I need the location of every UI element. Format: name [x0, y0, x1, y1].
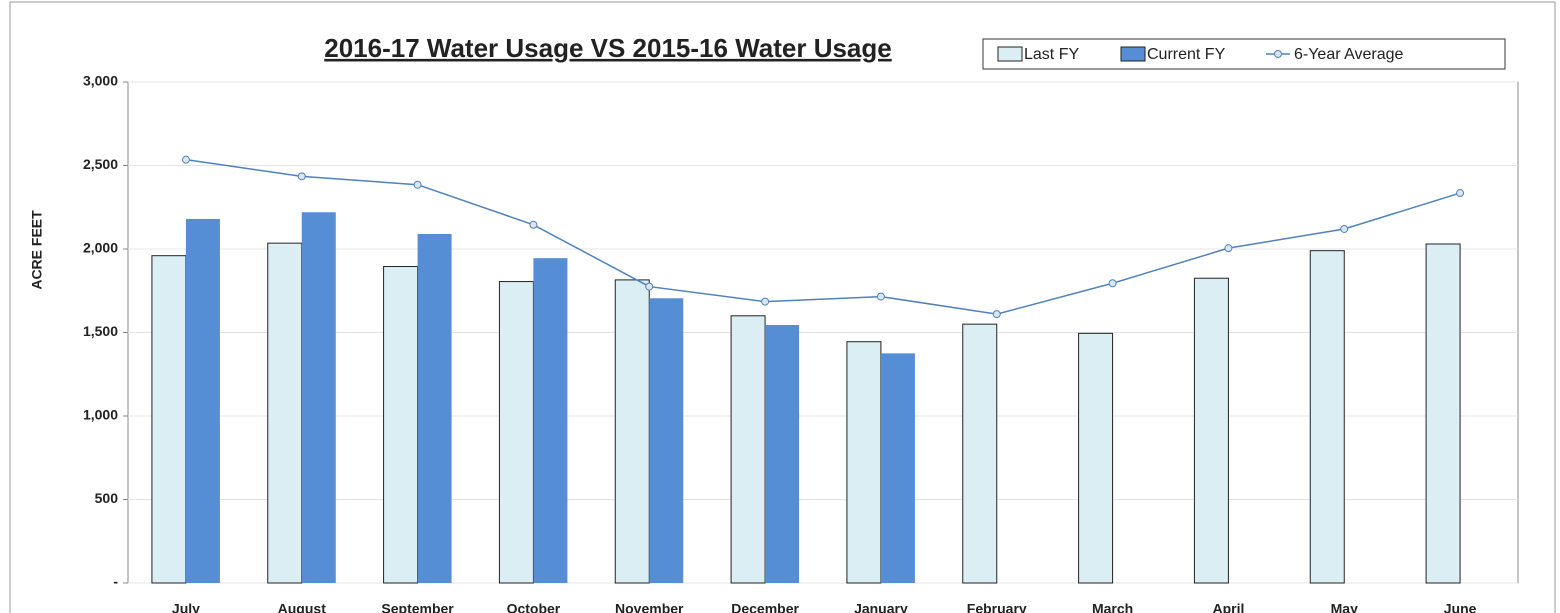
marker [645, 282, 654, 291]
bar [267, 242, 303, 584]
bar [962, 323, 998, 584]
bar [846, 341, 882, 584]
legend-label: Last FY [1024, 46, 1079, 63]
bar [614, 279, 650, 584]
x-tick-label: February [967, 601, 1027, 613]
x-tick-label: July [172, 601, 200, 613]
legend-box [982, 38, 1506, 70]
y-axis-label: ACRE FEET [29, 210, 45, 290]
bar [533, 258, 568, 583]
marker [181, 155, 190, 164]
y-tick-label: - [113, 574, 118, 590]
bar [730, 315, 766, 584]
x-tick-label: October [507, 601, 561, 613]
bar [765, 324, 800, 583]
bar [649, 298, 684, 583]
marker [1340, 224, 1349, 233]
x-tick-label: May [1331, 601, 1358, 613]
bar [151, 255, 187, 584]
marker [876, 292, 885, 301]
marker [1224, 244, 1233, 253]
x-tick-label: April [1212, 601, 1244, 613]
bar [301, 212, 336, 583]
bar [1425, 243, 1461, 584]
y-tick-label: 3,000 [83, 73, 118, 89]
legend-label: 6-Year Average [1294, 46, 1404, 63]
x-tick-label: June [1444, 601, 1477, 613]
x-tick-label: August [278, 601, 327, 613]
x-tick-label: December [731, 601, 799, 613]
marker [297, 172, 306, 181]
bar [1193, 277, 1229, 584]
y-tick-label: 2,500 [83, 156, 118, 172]
legend-swatch [1120, 46, 1146, 62]
y-tick-label: 1,000 [83, 407, 118, 423]
marker [413, 180, 422, 189]
bar [185, 218, 220, 583]
bar [383, 266, 419, 584]
bar [880, 353, 915, 583]
chart-border [9, 1, 1556, 613]
y-tick-label: 500 [95, 490, 119, 506]
legend-swatch [1274, 50, 1282, 58]
legend-label: Current FY [1147, 46, 1226, 63]
x-tick-label: November [615, 601, 684, 613]
bar [498, 281, 534, 584]
y-tick-label: 1,500 [83, 323, 118, 339]
marker [1456, 189, 1465, 198]
marker [529, 220, 538, 229]
marker [761, 297, 770, 306]
x-tick-label: September [381, 601, 454, 613]
marker [992, 310, 1001, 319]
legend-swatch [997, 46, 1023, 62]
y-tick-label: 2,000 [83, 240, 118, 256]
bar [1309, 250, 1345, 584]
x-tick-label: March [1092, 601, 1133, 613]
bar [417, 233, 452, 583]
chart-title: 2016-17 Water Usage VS 2015-16 Water Usa… [324, 33, 891, 63]
x-tick-label: January [854, 601, 908, 613]
line [185, 158, 1461, 315]
marker [1108, 279, 1117, 288]
bar [1078, 332, 1114, 584]
